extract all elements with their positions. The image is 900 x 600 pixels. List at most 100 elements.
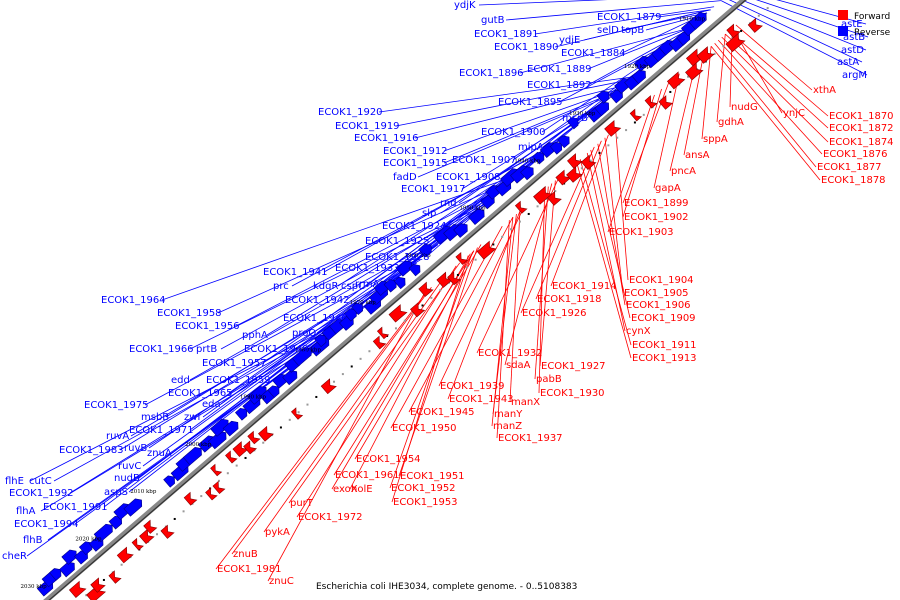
kbp-tick-label: 1940 kbp bbox=[514, 158, 541, 164]
reverse-gene-arrow bbox=[210, 418, 229, 437]
reverse-gene-arrow bbox=[314, 334, 327, 348]
forward-label: ynjC bbox=[783, 108, 805, 119]
ruler-dot bbox=[456, 273, 459, 276]
reverse-label: cspC bbox=[341, 281, 365, 292]
legend: Forward Reverse bbox=[838, 10, 891, 38]
forward-label: ECOK1_1939 bbox=[440, 381, 505, 392]
reverse-label-connector bbox=[505, 0, 722, 21]
kbp-tick-label: 1910 kbp bbox=[679, 16, 706, 22]
ruler-dot bbox=[722, 45, 725, 48]
reverse-label: slp bbox=[422, 208, 436, 219]
ruler-dot bbox=[474, 258, 477, 261]
reverse-label: ECOK1_1916 bbox=[354, 133, 419, 144]
forward-label: ECOK1_1905 bbox=[624, 288, 689, 299]
reverse-label: znuA bbox=[147, 448, 172, 459]
reverse-label: ECOK1_1908 bbox=[436, 172, 501, 183]
reverse-label: ECOK1_1956 bbox=[175, 321, 240, 332]
reverse-label-connector bbox=[235, 186, 506, 327]
reverse-label-connector bbox=[53, 314, 357, 482]
forward-gene-arrow bbox=[68, 580, 87, 598]
forward-label: ECOK1_1926 bbox=[522, 308, 587, 319]
reverse-label-connector bbox=[378, 76, 633, 113]
kbp-tick-label: 1920 kbp bbox=[624, 64, 651, 70]
forward-label-connector bbox=[579, 159, 632, 346]
kbp-tick-label: 1960 kbp bbox=[405, 253, 432, 259]
reverse-label: ECOK1_1924 bbox=[382, 221, 447, 232]
reverse-label-connector bbox=[440, 110, 594, 214]
reverse-label: ECOK1_1891 bbox=[474, 29, 539, 40]
forward-label: ECOK1_1937 bbox=[498, 433, 563, 444]
ruler-dot bbox=[642, 113, 645, 116]
forward-label-connector bbox=[491, 217, 514, 427]
map-caption: Escherichia coli IHE3034, complete genom… bbox=[316, 582, 577, 592]
reverse-label: cutC bbox=[29, 476, 52, 487]
reverse-label: edd bbox=[171, 375, 190, 386]
ruler-dot bbox=[341, 373, 344, 376]
reverse-label: cheR bbox=[2, 551, 27, 562]
ruler-dot bbox=[625, 129, 628, 132]
ruler-dot bbox=[262, 441, 265, 444]
reverse-label-connector bbox=[461, 100, 605, 190]
ruler-dot bbox=[492, 243, 495, 246]
forward-gene-arrow bbox=[225, 450, 238, 464]
forward-label: ECOK1_1972 bbox=[298, 512, 363, 523]
reverse-label: ECOK1_1959 bbox=[206, 375, 271, 386]
forward-label: gapA bbox=[655, 183, 681, 194]
ruler-dot bbox=[279, 426, 282, 429]
forward-label: ECOK1_1932 bbox=[478, 348, 543, 359]
forward-gene-arrow bbox=[533, 185, 553, 205]
forward-label: manZ bbox=[493, 421, 522, 432]
forward-gene-arrow bbox=[696, 46, 715, 64]
reverse-gene-arrow bbox=[59, 561, 75, 578]
ruler-dot bbox=[421, 304, 424, 307]
forward-gene-arrow bbox=[580, 154, 597, 170]
reverse-gene-arrow bbox=[557, 135, 570, 149]
forward-label-connector bbox=[349, 250, 475, 490]
reverse-label: astE bbox=[841, 19, 863, 30]
kbp-tick-label: 1980 kbp bbox=[295, 347, 322, 353]
reverse-label: msbB bbox=[141, 412, 169, 423]
ruler-dot bbox=[766, 7, 769, 10]
forward-gene-arrow bbox=[143, 519, 158, 534]
reverse-label-connector bbox=[262, 216, 471, 364]
reverse-gene-arrow bbox=[108, 515, 123, 530]
forward-gene-arrow bbox=[212, 480, 226, 495]
forward-label-connector bbox=[576, 162, 632, 359]
forward-label: ECOK1_1874 bbox=[829, 137, 894, 148]
forward-gene-arrow bbox=[205, 487, 218, 501]
reverse-label: ECOK1_1994 bbox=[14, 519, 79, 530]
reverse-label: ECOK1_1965 bbox=[168, 388, 233, 399]
forward-label: ECOK1_1952 bbox=[391, 483, 456, 494]
forward-label: exoX bbox=[333, 484, 358, 495]
forward-label: ECOK1_1876 bbox=[823, 149, 888, 160]
reverse-gene-arrow bbox=[688, 12, 707, 30]
forward-label: ansA bbox=[685, 150, 710, 161]
forward-label-connector bbox=[717, 39, 823, 155]
reverse-label-connector bbox=[587, 27, 690, 70]
reverse-label: gutB bbox=[481, 15, 505, 26]
forward-label-connector bbox=[683, 52, 705, 156]
kbp-tick-label: 1990 kbp bbox=[240, 395, 267, 401]
forward-label-connector bbox=[354, 244, 482, 460]
forward-label: ECOK1_1950 bbox=[392, 423, 457, 434]
ruler-dot bbox=[527, 212, 530, 215]
reverse-label: ECOK1_1917 bbox=[401, 184, 466, 195]
legend-reverse-label: Reverse bbox=[854, 28, 891, 38]
forward-label-connector bbox=[476, 177, 560, 354]
ruler-dot bbox=[687, 75, 690, 78]
reverse-label: ECOK1_1964 bbox=[101, 295, 166, 306]
forward-label: ECOK1_1906 bbox=[626, 300, 691, 311]
forward-label-connector bbox=[728, 30, 829, 117]
forward-label: pncA bbox=[671, 166, 696, 177]
forward-gene-arrow bbox=[139, 528, 155, 545]
forward-gene-arrow bbox=[247, 430, 261, 445]
forward-gene-arrow bbox=[131, 537, 144, 551]
forward-gene-arrow bbox=[210, 463, 223, 477]
forward-label: pabB bbox=[536, 374, 562, 385]
forward-label: ECOK1_1904 bbox=[629, 275, 694, 286]
ruler-dot bbox=[333, 380, 336, 383]
ruler-dot bbox=[510, 228, 513, 231]
ruler-dot bbox=[226, 472, 229, 475]
forward-gene-arrow bbox=[418, 281, 434, 297]
forward-gene-arrow bbox=[258, 425, 274, 442]
